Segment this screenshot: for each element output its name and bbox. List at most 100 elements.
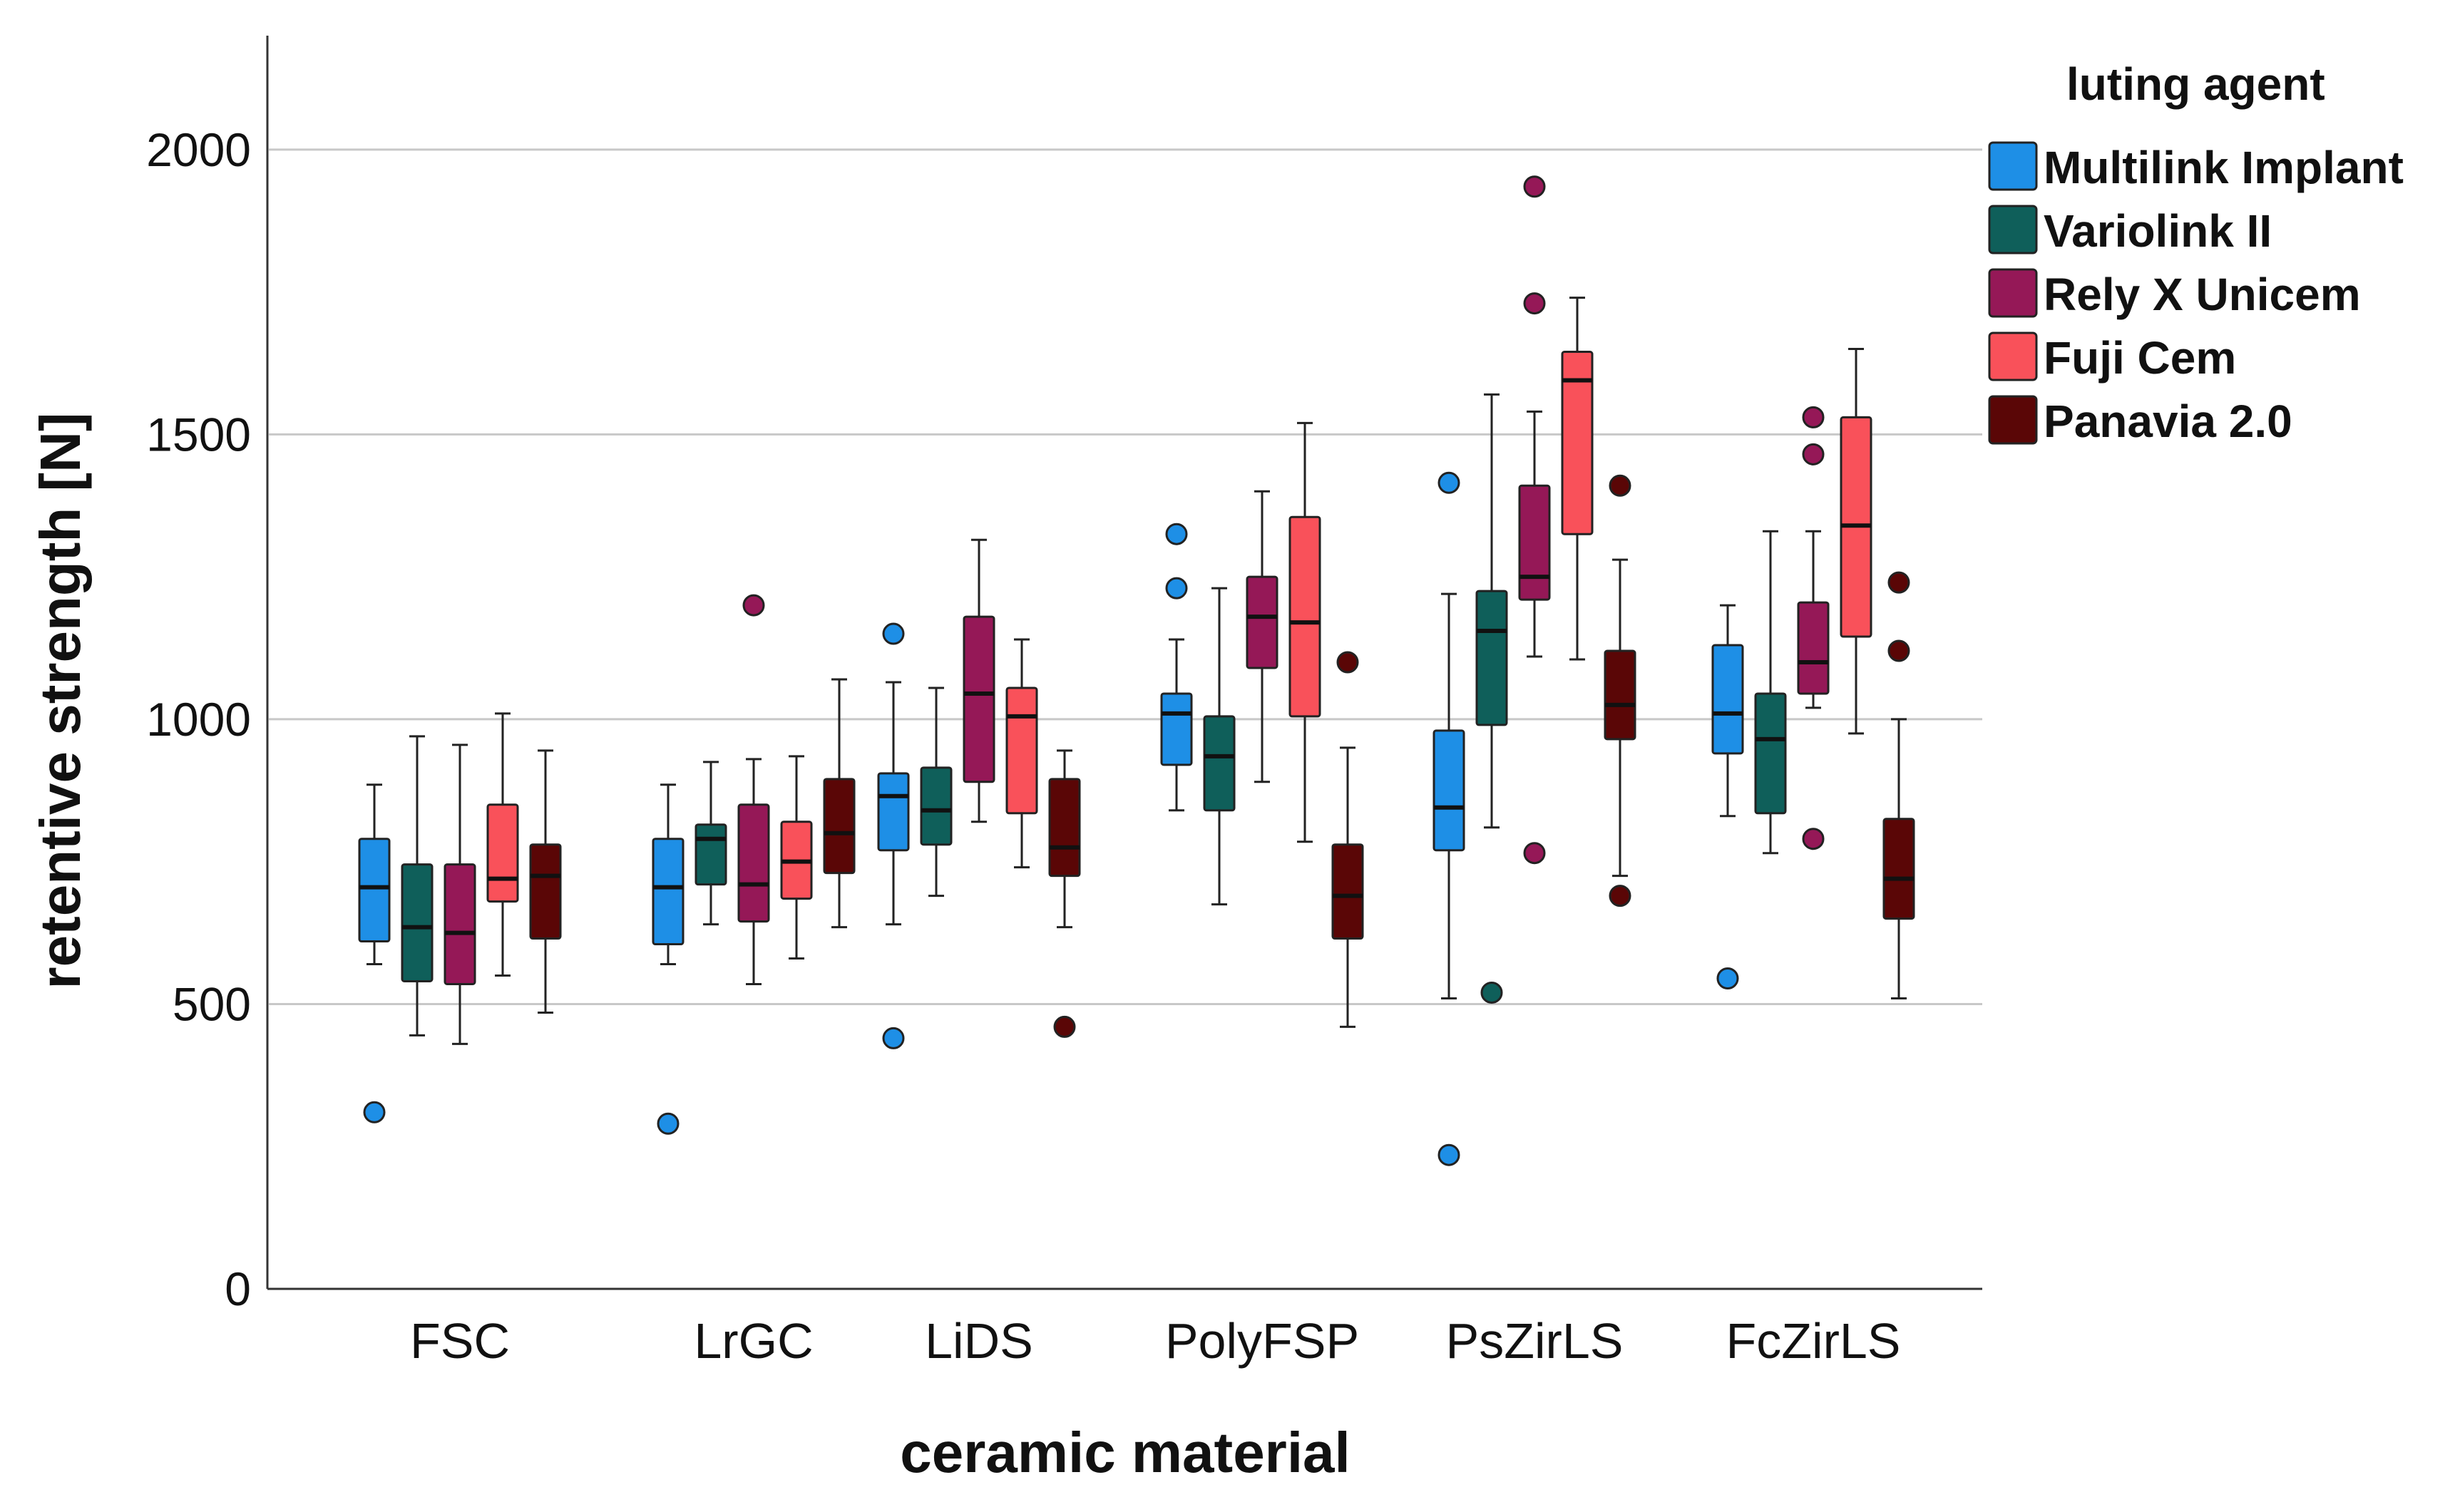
box-iqr — [1203, 715, 1236, 812]
box-panavia-2-0-fsc — [529, 749, 562, 1014]
x-category-label: FcZirLS — [1726, 1313, 1901, 1369]
box-variolink-ii-lids — [920, 686, 953, 898]
box-rely-x-unicem-lids — [963, 538, 995, 823]
box-variolink-ii-fsc — [401, 735, 434, 1037]
outlier-point — [1165, 523, 1188, 545]
legend-item: Rely X Unicem — [1988, 268, 2361, 320]
box-iqr — [1160, 692, 1193, 766]
outlier-point — [1523, 842, 1546, 865]
box-fuji-cem-polyfsp — [1288, 421, 1321, 843]
box-multilink-implant-lrgc — [652, 783, 685, 1135]
legend: luting agent Multilink Implant Variolink … — [1988, 58, 2404, 447]
box-rely-x-unicem-polyfsp — [1246, 490, 1278, 783]
outlier-point — [1053, 1015, 1076, 1038]
legend-label: Rely X Unicem — [2044, 269, 2361, 320]
outlier-point — [657, 1112, 680, 1135]
y-axis-title: retentive strength [N] — [29, 413, 92, 989]
legend-item: Multilink Implant — [1988, 141, 2404, 193]
box-fuji-cem-pszirls — [1561, 297, 1594, 661]
box-iqr — [1331, 843, 1364, 940]
boxes — [358, 175, 1915, 1166]
box-iqr — [1561, 350, 1594, 535]
outlier-point — [1437, 471, 1460, 494]
outlier-point — [1523, 175, 1546, 198]
box-iqr — [1797, 601, 1830, 695]
box-iqr — [1246, 575, 1278, 669]
x-category-label: LrGC — [694, 1313, 813, 1369]
box-variolink-ii-pszirls — [1475, 393, 1508, 1004]
box-variolink-ii-lrgc — [695, 761, 727, 926]
legend-label: Variolink II — [2044, 205, 2272, 257]
box-iqr — [652, 838, 685, 946]
box-iqr — [1604, 649, 1636, 741]
outlier-point — [742, 594, 765, 617]
box-iqr — [1048, 778, 1081, 878]
box-iqr — [963, 615, 995, 783]
y-tick-label: 0 — [225, 1262, 251, 1315]
outlier-point — [1523, 292, 1546, 315]
x-category-label: PsZirLS — [1446, 1313, 1624, 1369]
gridlines — [269, 148, 1982, 1005]
box-iqr — [1882, 818, 1915, 920]
x-category-label: LiDS — [925, 1313, 1033, 1369]
outlier-point — [1165, 577, 1188, 600]
box-multilink-implant-lids — [877, 622, 910, 1049]
box-iqr — [1475, 590, 1508, 726]
legend-swatch — [1988, 331, 2038, 381]
box-iqr — [358, 838, 391, 943]
box-panavia-2-0-lids — [1048, 749, 1081, 1038]
outlier-point — [1716, 967, 1739, 989]
outlier-point — [1887, 571, 1910, 594]
box-fuji-cem-lrgc — [780, 755, 813, 960]
box-iqr — [1711, 644, 1744, 755]
legend-item: Variolink II — [1988, 205, 2272, 257]
outlier-point — [1802, 443, 1825, 466]
box-multilink-implant-fsc — [358, 783, 391, 1123]
legend-swatch — [1988, 395, 2038, 445]
legend-swatch — [1988, 268, 2038, 318]
outlier-point — [1887, 639, 1910, 662]
box-rely-x-unicem-lrgc — [737, 594, 770, 985]
box-variolink-ii-fczirls — [1754, 530, 1787, 855]
box-iqr — [486, 803, 519, 903]
box-multilink-implant-fczirls — [1711, 604, 1744, 989]
x-category-label: FSC — [410, 1313, 510, 1369]
outlier-point — [1480, 981, 1503, 1004]
box-multilink-implant-polyfsp — [1160, 523, 1193, 812]
x-category-label: PolyFSP — [1165, 1313, 1359, 1369]
outlier-point — [1437, 1143, 1460, 1166]
outlier-point — [882, 622, 905, 645]
legend-label: Multilink Implant — [2044, 142, 2404, 193]
box-rely-x-unicem-pszirls — [1518, 175, 1551, 865]
box-variolink-ii-polyfsp — [1203, 587, 1236, 906]
outlier-point — [1609, 885, 1631, 907]
box-iqr — [444, 863, 476, 985]
outlier-point — [363, 1101, 386, 1123]
box-iqr — [401, 863, 434, 982]
box-iqr — [695, 823, 727, 886]
legend-title: luting agent — [2066, 58, 2325, 110]
y-tick-label: 1000 — [146, 693, 251, 746]
legend-label: Panavia 2.0 — [2044, 396, 2292, 447]
legend-item: Fuji Cem — [1988, 331, 2236, 384]
box-iqr — [529, 843, 562, 940]
outlier-point — [1336, 651, 1359, 674]
box-iqr — [1005, 686, 1038, 815]
box-fuji-cem-fsc — [486, 712, 519, 977]
box-iqr — [1288, 515, 1321, 718]
box-panavia-2-0-polyfsp — [1331, 651, 1364, 1028]
box-multilink-implant-pszirls — [1432, 471, 1465, 1166]
box-rely-x-unicem-fsc — [444, 744, 476, 1045]
legend-swatch — [1988, 141, 2038, 191]
box-iqr — [920, 766, 953, 846]
box-fuji-cem-fczirls — [1840, 348, 1872, 735]
box-iqr — [1432, 729, 1465, 852]
box-panavia-2-0-pszirls — [1604, 474, 1636, 907]
box-iqr — [877, 772, 910, 852]
axes — [266, 36, 1982, 1290]
y-tick-labels: 0 500 1000 1500 2000 — [146, 123, 251, 1315]
legend-label: Fuji Cem — [2044, 332, 2236, 384]
box-panavia-2-0-lrgc — [823, 678, 856, 929]
box-rely-x-unicem-fczirls — [1797, 406, 1830, 850]
